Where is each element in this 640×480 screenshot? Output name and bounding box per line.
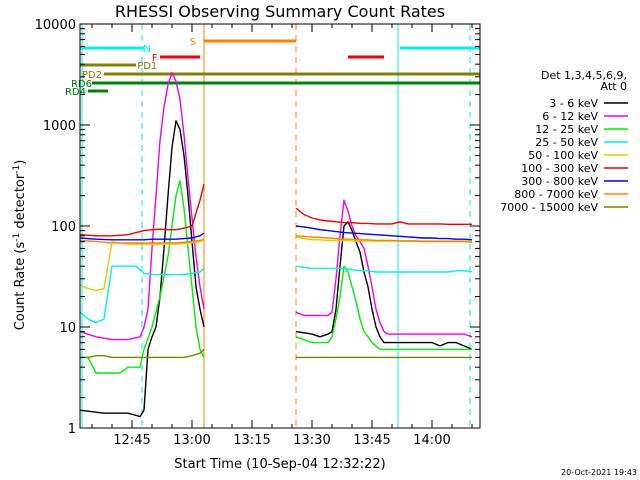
series-line xyxy=(79,238,205,244)
series-line xyxy=(79,183,205,237)
footer-timestamp: 20-Oct-2021 19:43 xyxy=(561,468,637,477)
series-line xyxy=(295,225,473,241)
y-tick-label: 1 xyxy=(68,422,76,437)
flag-bar-label: N xyxy=(143,44,150,55)
series-line xyxy=(79,120,205,418)
x-tick-label: 13:15 xyxy=(233,433,270,448)
y-tick-label: 1000 xyxy=(43,119,76,134)
x-tick-label: 14:00 xyxy=(413,433,450,448)
x-tick-label: 13:00 xyxy=(173,433,210,448)
legend-item-label: 100 - 300 keV xyxy=(521,162,598,175)
legend-item-label: 3 - 6 keV xyxy=(549,97,598,110)
flag-bar-label: RD4 xyxy=(65,87,86,98)
y-axis-label-part: Count Rate (s xyxy=(13,242,28,331)
series-line xyxy=(295,199,473,338)
legend-item-label: 800 - 7000 keV xyxy=(514,188,598,201)
legend-item-label: 6 - 12 keV xyxy=(542,110,598,123)
series-line xyxy=(295,221,473,351)
legend-item-label: 7000 - 15000 keV xyxy=(500,201,598,214)
series-line xyxy=(295,235,473,243)
y-axis-label-part: ) xyxy=(13,160,28,165)
flag-bar-label: PD2 xyxy=(82,70,102,81)
series-line xyxy=(79,239,205,292)
series-line xyxy=(80,348,205,359)
series-line xyxy=(79,71,205,341)
x-tick-label: 13:45 xyxy=(353,433,390,448)
y-tick-label: 100 xyxy=(51,220,76,235)
flag-bar-label: RD6 xyxy=(71,79,92,90)
series-line xyxy=(295,265,473,273)
series-lines xyxy=(79,71,473,418)
x-axis-label: Start Time (10-Sep-04 12:32:22) xyxy=(174,457,385,472)
legend-item-label: 25 - 50 keV xyxy=(535,136,598,149)
y-axis-label-part: detector xyxy=(13,173,28,233)
legend-item-label: 300 - 800 keV xyxy=(521,175,598,188)
chart-title: RHESSI Observing Summary Count Rates xyxy=(115,2,445,21)
x-tick-label: 13:30 xyxy=(293,433,330,448)
series-line xyxy=(79,232,205,241)
plot-axes: 12:45 13:00 13:15 13:30 13:45 14:00 1 10 100 1000… xyxy=(35,18,481,448)
flag-bar-label: F xyxy=(152,53,158,64)
y-tick-label: 10 xyxy=(59,321,76,336)
y-axis-label-superscript: -1 xyxy=(12,233,22,242)
y-axis-label-superscript: -1 xyxy=(12,165,22,174)
legend-item-label: 50 - 100 keV xyxy=(528,149,598,162)
x-tick-label: 12:45 xyxy=(113,433,150,448)
series-line xyxy=(79,265,205,324)
legend-header: Att 0 xyxy=(601,80,627,93)
flag-bar-label: PD1 xyxy=(137,61,157,72)
legend-item-label: 12 - 25 keV xyxy=(535,123,598,136)
legend-header: Det 1,3,4,5,6,9, xyxy=(541,69,627,82)
flag-bar-label: S xyxy=(190,37,196,48)
series-line xyxy=(295,265,472,351)
y-tick-label: 10000 xyxy=(35,18,76,33)
y-axis-label: Count Rate (s-1 detector-1) xyxy=(12,160,28,331)
series-line xyxy=(295,207,472,226)
